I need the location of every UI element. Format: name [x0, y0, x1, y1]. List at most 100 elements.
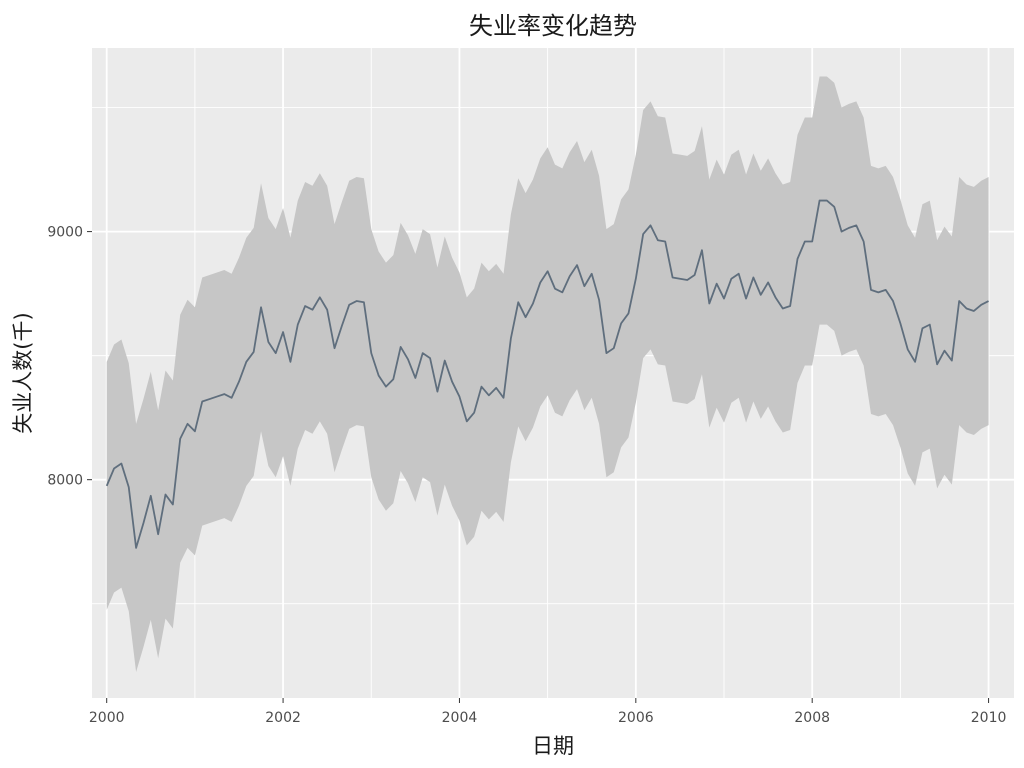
- data-point: [289, 361, 291, 363]
- data-point: [429, 357, 431, 359]
- data-point: [260, 306, 262, 308]
- data-point: [840, 230, 842, 232]
- data-point: [458, 395, 460, 397]
- data-point: [973, 310, 975, 312]
- data-point: [789, 305, 791, 307]
- data-point: [804, 240, 806, 242]
- data-point: [341, 325, 343, 327]
- data-point: [363, 301, 365, 303]
- data-point: [311, 309, 313, 311]
- data-point: [708, 302, 710, 304]
- data-point: [664, 240, 666, 242]
- data-point: [164, 493, 166, 495]
- data-point: [142, 522, 144, 524]
- data-point: [701, 249, 703, 251]
- data-point: [319, 296, 321, 298]
- data-point: [385, 385, 387, 387]
- data-point: [297, 323, 299, 325]
- data-point: [392, 378, 394, 380]
- data-point: [657, 239, 659, 241]
- x-tick-label: 2004: [442, 710, 478, 726]
- data-point: [473, 411, 475, 413]
- data-point: [326, 309, 328, 311]
- x-tick-label: 2000: [89, 710, 125, 726]
- data-point: [407, 358, 409, 360]
- data-point: [245, 361, 247, 363]
- data-point: [414, 377, 416, 379]
- confidence-band: [106, 76, 989, 672]
- data-point: [113, 467, 115, 469]
- data-point: [980, 304, 982, 306]
- data-point: [811, 240, 813, 242]
- data-point: [951, 359, 953, 361]
- data-point: [921, 327, 923, 329]
- data-point: [693, 274, 695, 276]
- data-point: [201, 400, 203, 402]
- data-point: [987, 300, 989, 302]
- data-point: [627, 312, 629, 314]
- data-point: [238, 380, 240, 382]
- x-tick-label: 2006: [618, 710, 654, 726]
- data-point: [796, 258, 798, 260]
- data-point: [943, 349, 945, 351]
- data-point: [848, 227, 850, 229]
- data-point: [172, 503, 174, 505]
- data-point: [208, 398, 210, 400]
- data-point: [466, 420, 468, 422]
- data-point: [179, 438, 181, 440]
- data-point: [583, 285, 585, 287]
- data-point: [620, 322, 622, 324]
- data-point: [936, 363, 938, 365]
- x-tick-label: 2002: [265, 710, 301, 726]
- data-point: [907, 348, 909, 350]
- data-point: [635, 278, 637, 280]
- data-point: [230, 397, 232, 399]
- data-point: [892, 300, 894, 302]
- data-point: [480, 385, 482, 387]
- data-point: [774, 296, 776, 298]
- data-point: [422, 352, 424, 354]
- chart-title: 失业率变化趋势: [469, 12, 637, 40]
- data-point: [488, 394, 490, 396]
- data-point: [833, 206, 835, 208]
- x-tick-label: 2010: [971, 710, 1007, 726]
- data-point: [348, 304, 350, 306]
- data-point: [738, 273, 740, 275]
- data-point: [399, 346, 401, 348]
- data-point: [561, 291, 563, 293]
- data-point: [451, 380, 453, 382]
- data-point: [613, 347, 615, 349]
- y-axis-title: 失业人数(千): [11, 312, 35, 433]
- y-tick-label: 8000: [47, 473, 83, 489]
- x-axis: 2000 2002 2004 2006 2008 2010: [89, 698, 1007, 726]
- data-point: [752, 276, 754, 278]
- data-point: [884, 289, 886, 291]
- data-point: [539, 281, 541, 283]
- data-point: [282, 331, 284, 333]
- data-point: [105, 485, 107, 487]
- data-point: [818, 199, 820, 201]
- data-point: [252, 351, 254, 353]
- data-point: [517, 301, 519, 303]
- data-point: [782, 307, 784, 309]
- data-point: [715, 282, 717, 284]
- data-point: [532, 302, 534, 304]
- data-point: [304, 305, 306, 307]
- data-point: [194, 430, 196, 432]
- data-point: [157, 533, 159, 535]
- data-point: [730, 278, 732, 280]
- data-point: [760, 294, 762, 296]
- data-point: [370, 352, 372, 354]
- data-point: [150, 495, 152, 497]
- data-point: [745, 297, 747, 299]
- y-axis: 8000 9000: [47, 225, 92, 489]
- data-point: [216, 395, 218, 397]
- data-point: [855, 224, 857, 226]
- data-point: [862, 240, 864, 242]
- x-axis-title: 日期: [532, 734, 574, 758]
- data-point: [524, 316, 526, 318]
- data-point: [223, 393, 225, 395]
- data-point: [914, 361, 916, 363]
- data-point: [495, 387, 497, 389]
